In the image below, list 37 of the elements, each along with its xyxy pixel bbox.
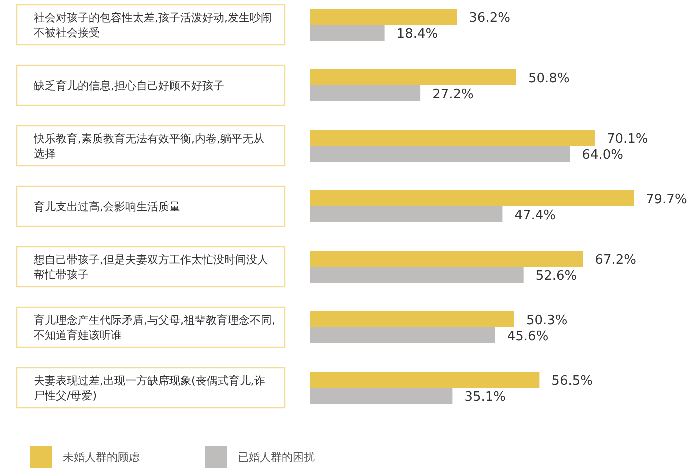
y-tick-label: 育儿理念产生代际矛盾,与父母,祖辈教育理念不同,不知道育娃该听谁 bbox=[34, 314, 276, 342]
legend-label: 已婚人群的困扰 bbox=[238, 451, 315, 464]
data-label: 64.0% bbox=[582, 148, 624, 163]
bar bbox=[310, 372, 540, 388]
bar bbox=[310, 146, 570, 162]
bar bbox=[310, 25, 385, 41]
data-label: 50.3% bbox=[526, 314, 568, 328]
data-label: 56.5% bbox=[552, 374, 593, 389]
bar bbox=[310, 206, 503, 222]
bar bbox=[310, 70, 517, 86]
y-tick-label: 想自己带孩子,但是夫妻双方工作太忙没时间没人帮忙带孩子 bbox=[33, 254, 268, 282]
bar bbox=[310, 190, 634, 206]
y-tick-label: 缺乏育儿的信息,担心自己好顾不好孩子 bbox=[34, 80, 224, 92]
bar bbox=[310, 251, 584, 267]
data-label: 70.1% bbox=[606, 132, 648, 147]
y-tick-label: 育儿支出过高,会影响生活质量 bbox=[34, 200, 180, 214]
data-label: 35.1% bbox=[464, 390, 506, 405]
data-label: 18.4% bbox=[396, 27, 438, 42]
data-label: 36.2% bbox=[469, 11, 510, 26]
data-label: 79.7% bbox=[646, 192, 688, 208]
y-tick-label: 夫妻表现过差,出现一方缺席现象(丧偶式育儿,诈尸性父/母爱) bbox=[34, 374, 266, 402]
data-label: 47.4% bbox=[514, 208, 556, 224]
legend-label: 未婚人群的顾虑 bbox=[63, 451, 140, 464]
data-label: 27.2% bbox=[432, 88, 474, 102]
data-label: 50.8% bbox=[528, 72, 570, 86]
bar bbox=[310, 9, 458, 25]
y-tick-label: 快乐教育,素质教育无法有效平衡,内卷,躺平无从选择 bbox=[33, 132, 264, 160]
bar bbox=[310, 130, 595, 146]
data-label: 67.2% bbox=[595, 253, 636, 268]
data-label: 52.6% bbox=[536, 269, 578, 284]
bar bbox=[310, 267, 524, 283]
data-label: 45.6% bbox=[507, 330, 549, 344]
bar bbox=[310, 312, 514, 328]
bar bbox=[310, 86, 421, 102]
bar bbox=[310, 388, 453, 404]
y-tick-label: 社会对孩子的包容性太差,孩子活泼好动,发生吵闹不被社会接受 bbox=[34, 12, 272, 40]
bar bbox=[310, 328, 496, 344]
